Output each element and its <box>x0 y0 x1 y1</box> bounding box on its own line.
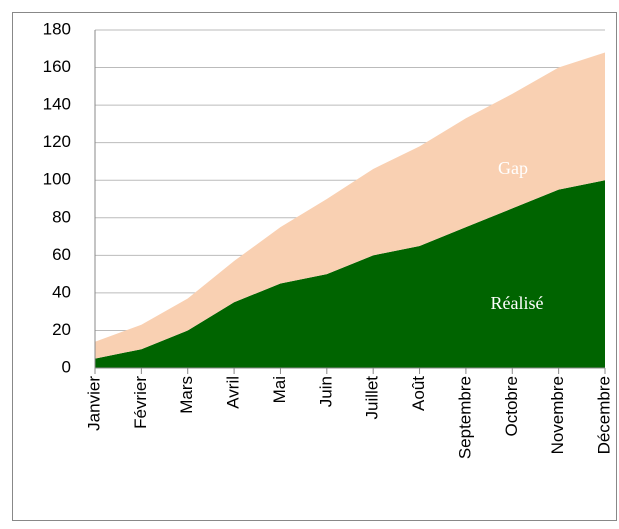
x-tick-label: Juin <box>316 376 335 407</box>
x-tick-label: Mai <box>270 376 289 403</box>
x-tick-label: Janvier <box>84 376 103 431</box>
y-tick-label: 100 <box>43 170 71 189</box>
chart-border <box>12 12 617 521</box>
x-tick-label: Mars <box>177 376 196 414</box>
y-tick-label: 20 <box>52 320 71 339</box>
x-tick-label: Novembre <box>548 376 567 454</box>
y-tick-label: 40 <box>52 282 71 301</box>
y-tick-label: 60 <box>52 245 71 264</box>
x-tick-label: Juillet <box>363 376 382 420</box>
y-tick-label: 140 <box>43 95 71 114</box>
area <box>95 180 605 368</box>
series-label: Réalisé <box>491 293 544 313</box>
x-tick-label: Février <box>131 376 150 429</box>
y-tick-label: 160 <box>43 57 71 76</box>
y-tick-label: 120 <box>43 132 71 151</box>
y-tick-label: 80 <box>52 207 71 226</box>
area <box>95 52 605 359</box>
y-tick-label: 180 <box>43 19 71 38</box>
x-tick-label: Décembre <box>594 376 613 454</box>
x-tick-label: Avril <box>224 376 243 409</box>
y-tick-label: 0 <box>62 357 71 376</box>
series-label: Gap <box>498 158 528 178</box>
x-tick-label: Septembre <box>455 376 474 459</box>
x-tick-label: Octobre <box>502 376 521 436</box>
x-tick-label: Août <box>409 376 428 411</box>
